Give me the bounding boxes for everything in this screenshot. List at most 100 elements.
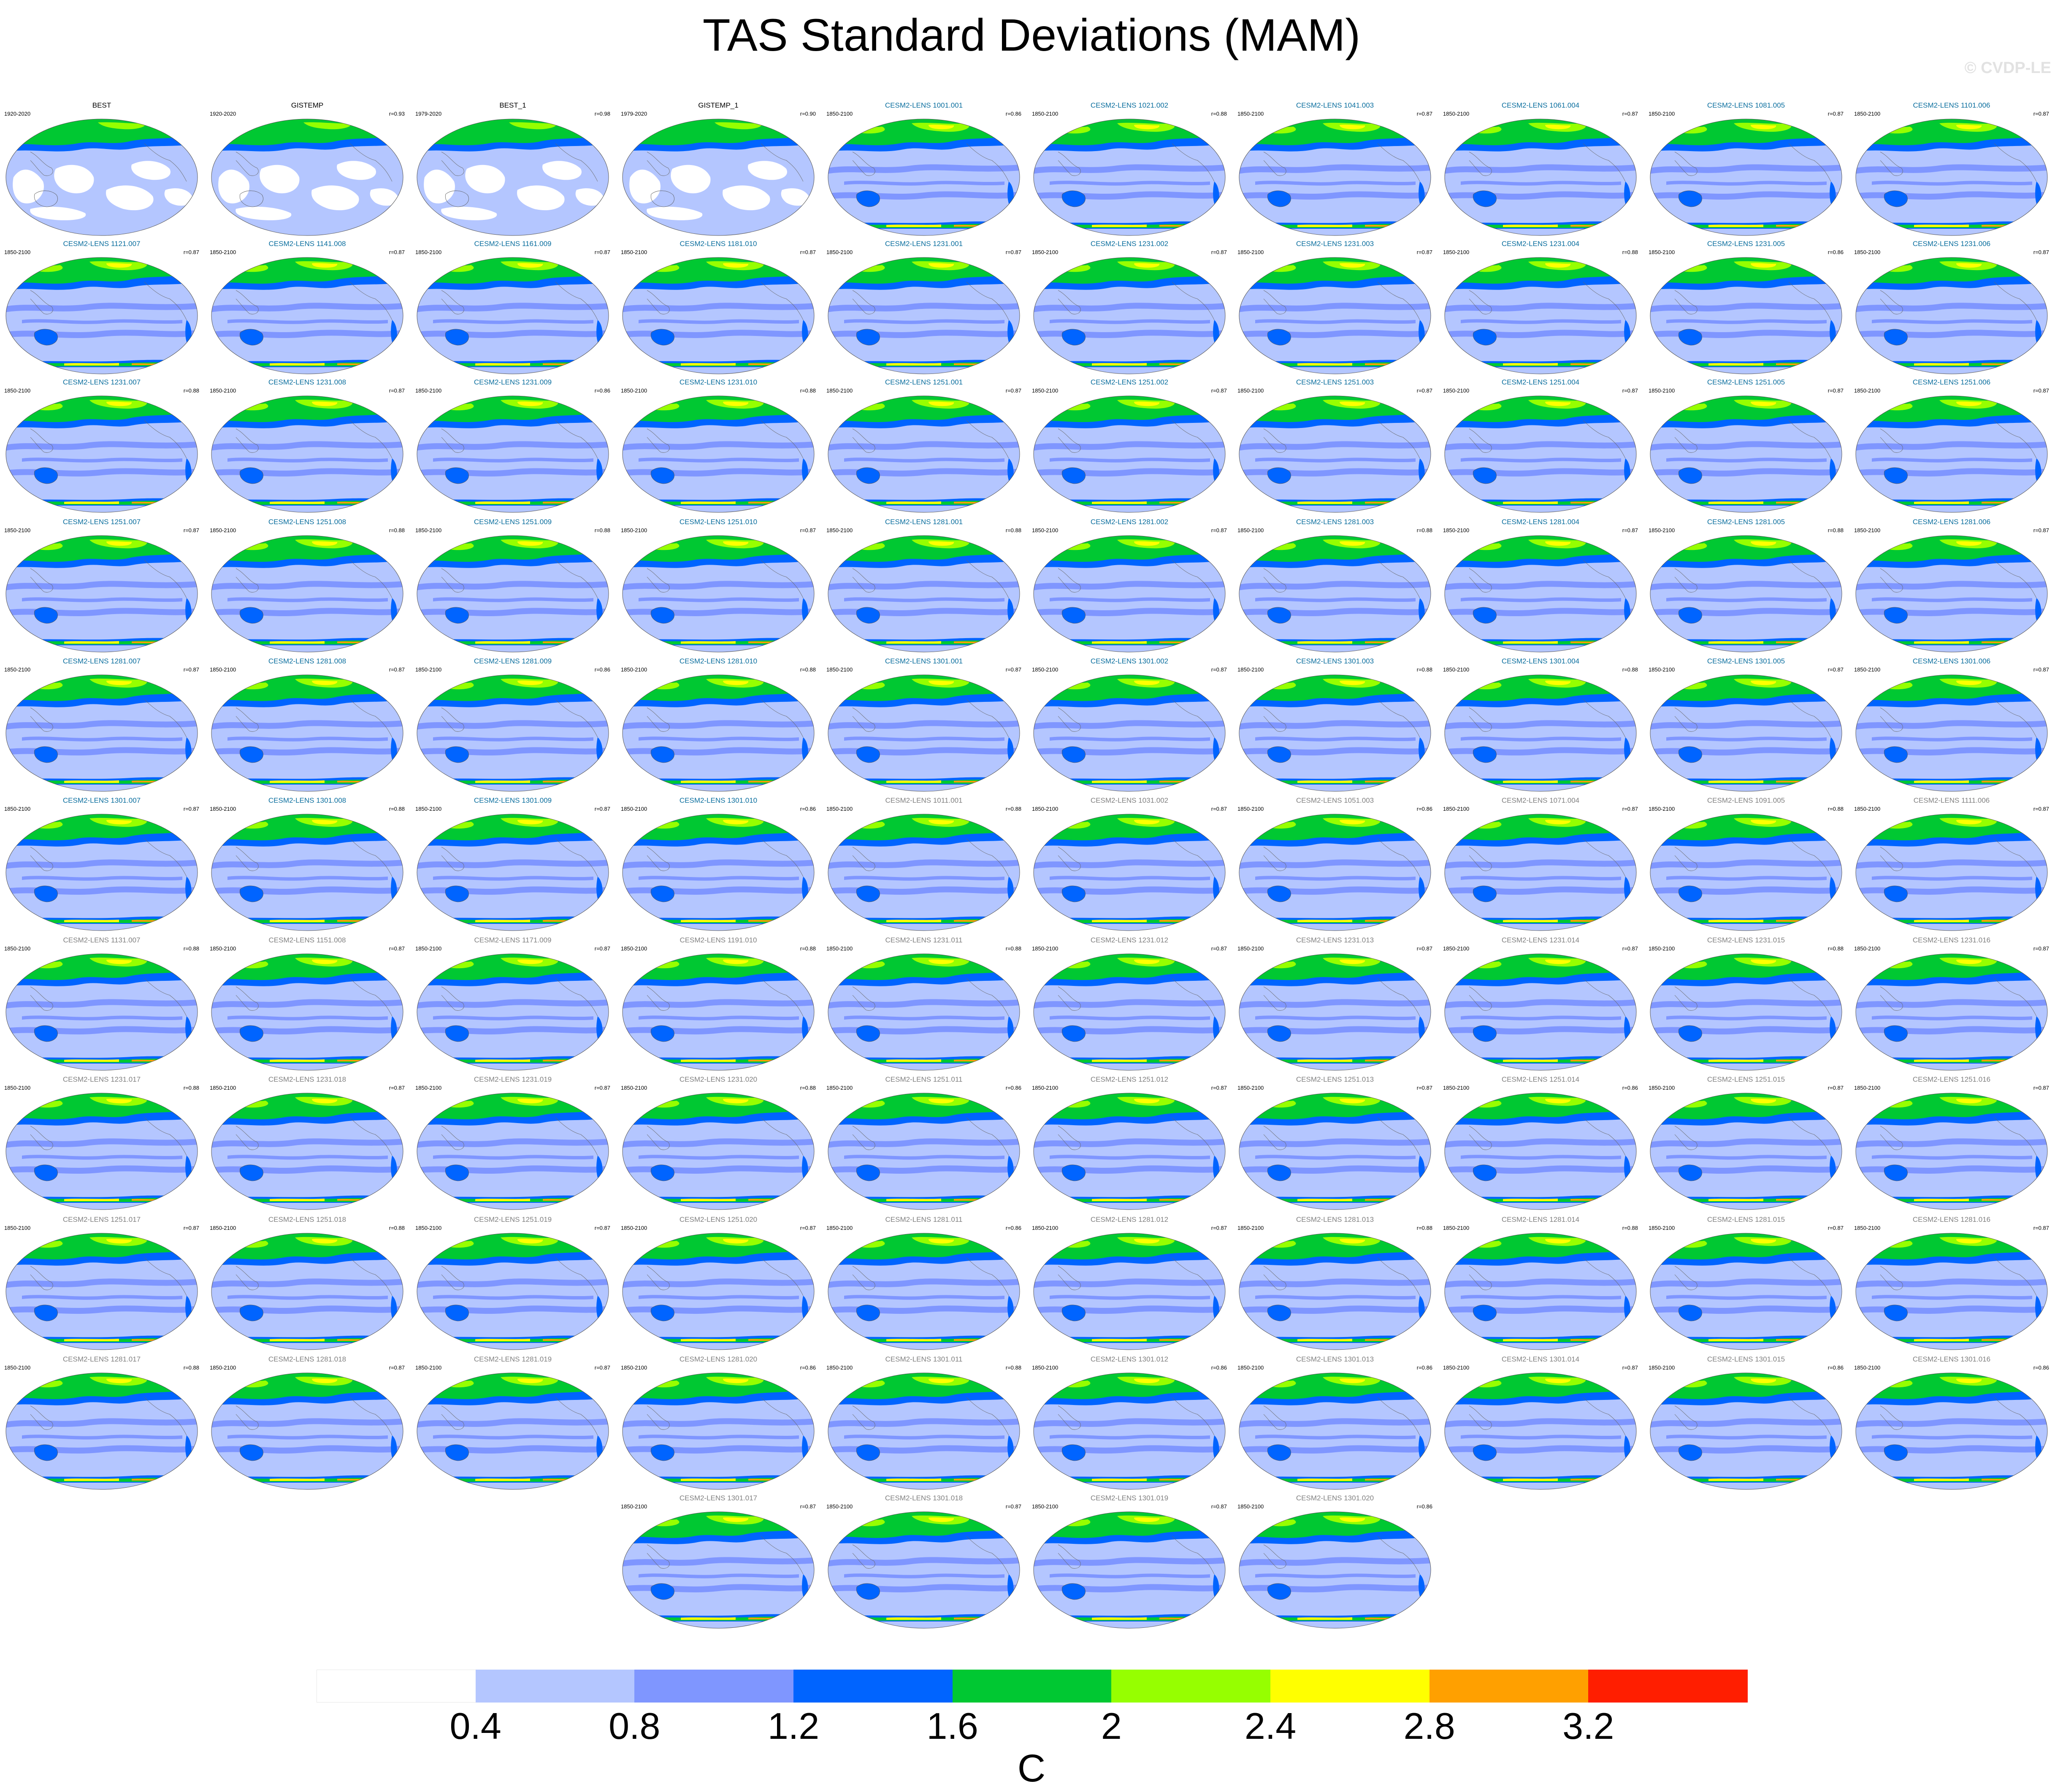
panel-title: CESM2-LENS 1281.001 [885, 518, 963, 526]
panel-title: CESM2-LENS 1251.015 [1707, 1075, 1785, 1083]
map-panel: CESM2-LENS 1151.008 1850-2100 r=0.87 [208, 936, 406, 1071]
panel-map [5, 119, 198, 236]
panel-map [1444, 1372, 1637, 1490]
panel-period: 1850-2100 [1854, 806, 1881, 812]
panel-title: CESM2-LENS 1301.001 [885, 657, 963, 665]
panel-period: 1850-2100 [210, 1085, 236, 1091]
panel-map [1239, 119, 1431, 236]
panel-correlation: r=0.87 [1005, 387, 1021, 394]
panel-correlation: r=0.87 [389, 666, 405, 673]
panel-correlation: r=0.88 [800, 945, 816, 952]
panel-period: 1850-2100 [621, 527, 647, 533]
panel-period: 1850-2100 [4, 1085, 31, 1091]
panel-period: 1850-2100 [1854, 1225, 1881, 1231]
panel-map [417, 674, 609, 792]
panel-period: 1850-2100 [4, 387, 31, 394]
panel-period: 1850-2100 [621, 666, 647, 673]
panel-correlation: r=0.87 [1827, 666, 1844, 673]
panel-title: CESM2-LENS 1051.003 [1296, 796, 1374, 804]
panel-title: CESM2-LENS 1281.003 [1296, 518, 1374, 526]
map-panel: CESM2-LENS 1251.016 1850-2100 r=0.87 [1852, 1075, 2051, 1210]
panel-map [1855, 674, 2048, 792]
panel-title: CESM2-LENS 1231.016 [1912, 936, 1991, 944]
panel-title: CESM2-LENS 1251.007 [62, 518, 141, 526]
panel-map [1855, 119, 2048, 236]
map-panel: CESM2-LENS 1301.008 1850-2100 r=0.88 [208, 796, 406, 931]
map-panel: CESM2-LENS 1171.009 1850-2100 r=0.87 [414, 936, 612, 1071]
panel-title: CESM2-LENS 1011.001 [885, 796, 963, 804]
map-panel: CESM2-LENS 1251.009 1850-2100 r=0.88 [414, 518, 612, 653]
panel-correlation: r=0.87 [2033, 806, 2049, 812]
colorbar-unit: C [1017, 1747, 1046, 1790]
panel-period: 1850-2100 [1649, 527, 1675, 533]
panel-correlation: r=0.88 [1416, 527, 1432, 533]
map-panel: CESM2-LENS 1281.014 1850-2100 r=0.88 [1441, 1215, 1640, 1351]
panel-correlation: r=0.88 [389, 527, 405, 533]
map-panel: CESM2-LENS 1281.011 1850-2100 r=0.86 [825, 1215, 1023, 1351]
map-panel: CESM2-LENS 1281.008 1850-2100 r=0.87 [208, 657, 406, 792]
panel-map [1855, 1093, 2048, 1210]
panel-map [828, 257, 1020, 374]
map-panel: CESM2-LENS 1281.010 1850-2100 r=0.88 [619, 657, 818, 792]
map-panel: CESM2-LENS 1251.003 1850-2100 r=0.87 [1236, 378, 1434, 513]
panel-map [1239, 395, 1431, 513]
panel-map [5, 395, 198, 513]
panel-map [1239, 257, 1431, 374]
panel-correlation: r=0.87 [2033, 249, 2049, 255]
panel-period: 1850-2100 [210, 387, 236, 394]
colorbar-swatch [1429, 1670, 1589, 1703]
panel-title: CESM2-LENS 1231.019 [474, 1075, 552, 1083]
map-panel: CESM2-LENS 1191.010 1850-2100 r=0.88 [619, 936, 818, 1071]
map-panel: CESM2-LENS 1231.013 1850-2100 r=0.87 [1236, 936, 1434, 1071]
panel-correlation: r=0.88 [389, 806, 405, 812]
panel-correlation: r=0.86 [1416, 1503, 1432, 1510]
panel-map [1444, 814, 1637, 931]
panel-map [1444, 674, 1637, 792]
map-panel: CESM2-LENS 1251.013 1850-2100 r=0.87 [1236, 1075, 1434, 1210]
panel-correlation: r=0.87 [1416, 945, 1432, 952]
panel-period: 1850-2100 [1443, 806, 1470, 812]
panel-correlation: r=0.88 [1622, 249, 1638, 255]
panel-correlation: r=0.87 [1211, 666, 1227, 673]
panel-map [211, 395, 403, 513]
panel-correlation: r=0.87 [389, 945, 405, 952]
panel-map [1239, 674, 1431, 792]
panel-map [622, 119, 815, 236]
panel-map [1444, 257, 1637, 374]
panel-map [1855, 395, 2048, 513]
panel-period: 1850-2100 [621, 806, 647, 812]
panel-map [622, 1093, 815, 1210]
panel-title: CESM2-LENS 1301.014 [1501, 1355, 1580, 1363]
panel-period: 1850-2100 [4, 1225, 31, 1231]
panel-correlation: r=0.86 [1005, 1085, 1021, 1091]
panel-title: BEST [92, 101, 111, 109]
map-panel: CESM2-LENS 1281.009 1850-2100 r=0.86 [414, 657, 612, 792]
panel-map [1444, 1233, 1637, 1350]
panel-period: 1850-2100 [1032, 387, 1059, 394]
map-panel: CESM2-LENS 1301.017 1850-2100 r=0.87 [619, 1494, 818, 1629]
panel-period: 1850-2100 [210, 1364, 236, 1371]
panel-correlation: r=0.87 [2033, 1085, 2049, 1091]
panel-period: 1850-2100 [415, 387, 442, 394]
map-panel: CESM2-LENS 1251.007 1850-2100 r=0.87 [3, 518, 201, 653]
panel-period: 1850-2100 [826, 1225, 853, 1231]
panel-title: CESM2-LENS 1301.004 [1501, 657, 1580, 665]
map-panel: CESM2-LENS 1281.007 1850-2100 r=0.87 [3, 657, 201, 792]
panel-period: 1850-2100 [1032, 1364, 1059, 1371]
panel-correlation: r=0.88 [1005, 527, 1021, 533]
panel-map [1033, 257, 1226, 374]
panel-title: CESM2-LENS 1231.014 [1501, 936, 1580, 944]
panel-correlation: r=0.87 [183, 666, 199, 673]
panel-period: 1850-2100 [210, 527, 236, 533]
panel-period: 1979-2020 [621, 111, 647, 117]
panel-period: 1850-2100 [1854, 249, 1881, 255]
map-panel: CESM2-LENS 1301.012 1850-2100 r=0.86 [1030, 1355, 1229, 1490]
panel-title: CESM2-LENS 1161.009 [474, 240, 552, 248]
panel-map [1033, 1233, 1226, 1350]
map-panel: CESM2-LENS 1281.016 1850-2100 r=0.87 [1852, 1215, 2051, 1351]
panel-period: 1850-2100 [210, 249, 236, 255]
panel-correlation: r=0.87 [389, 1364, 405, 1371]
map-panel: CESM2-LENS 1251.006 1850-2100 r=0.87 [1852, 378, 2051, 513]
panel-title: CESM2-LENS 1251.008 [268, 518, 347, 526]
panel-correlation: r=0.87 [1827, 1085, 1844, 1091]
